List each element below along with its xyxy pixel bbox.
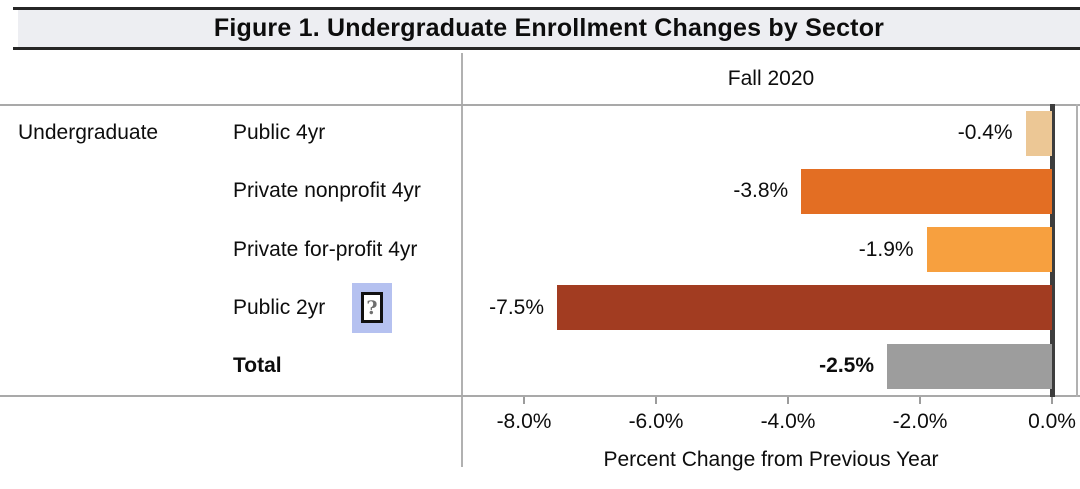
row-label-public-2yr: Public 2yr <box>233 295 326 319</box>
x-axis-title: Percent Change from Previous Year <box>603 448 939 471</box>
bar-public-4yr <box>1025 110 1052 156</box>
value-label-private-nonprofit-4yr: -3.8% <box>733 179 789 203</box>
bar-public-2yr <box>557 285 1052 331</box>
x-tick-mark-4-0 <box>787 397 789 404</box>
row-label-total: Total <box>233 354 282 378</box>
plot-bottom-border <box>0 395 1080 397</box>
zero-axis-line <box>1050 104 1055 397</box>
x-tick-mark-6-0 <box>655 397 657 404</box>
value-label-public-4yr: -0.4% <box>957 121 1013 145</box>
question-placeholder-icon: ? <box>352 282 392 333</box>
x-tick-label-8-0: -8.0% <box>496 410 552 433</box>
row-label-private-nonprofit-4yr: Private nonprofit 4yr <box>233 179 421 203</box>
x-tick-label-6-0: -6.0% <box>628 410 684 433</box>
x-tick-label-4-0: -4.0% <box>760 410 816 433</box>
title-bottom-rule <box>13 47 1080 50</box>
x-tick-mark-0-0 <box>1051 397 1053 404</box>
x-tick-mark-8-0 <box>523 397 525 404</box>
column-header-fall-2020: Fall 2020 <box>727 67 815 90</box>
bar-total <box>887 343 1052 389</box>
value-label-private-for-profit-4yr: -1.9% <box>858 237 914 261</box>
bar-private-for-profit-4yr <box>926 227 1052 273</box>
row-label-private-for-profit-4yr: Private for-profit 4yr <box>233 237 418 261</box>
x-tick-mark-2-0 <box>919 397 921 404</box>
value-label-total: -2.5% <box>819 354 874 378</box>
plot-top-border <box>0 104 1080 106</box>
plot-right-border <box>1076 104 1078 397</box>
value-label-public-2yr: -7.5% <box>489 295 544 319</box>
x-tick-label-2-0: -2.0% <box>892 410 948 433</box>
question-mark-glyph: ? <box>361 292 383 324</box>
x-tick-label-0-0: 0.0% <box>1028 410 1076 433</box>
title-top-rule <box>13 7 1080 10</box>
column-separator-line <box>461 53 463 467</box>
row-group-label: Undergraduate <box>18 121 159 144</box>
row-label-public-4yr: Public 4yr <box>233 121 326 145</box>
figure-title: Figure 1. Undergraduate Enrollment Chang… <box>213 14 885 42</box>
bar-private-nonprofit-4yr <box>801 168 1052 214</box>
figure-title-band: Figure 1. Undergraduate Enrollment Chang… <box>18 10 1080 47</box>
